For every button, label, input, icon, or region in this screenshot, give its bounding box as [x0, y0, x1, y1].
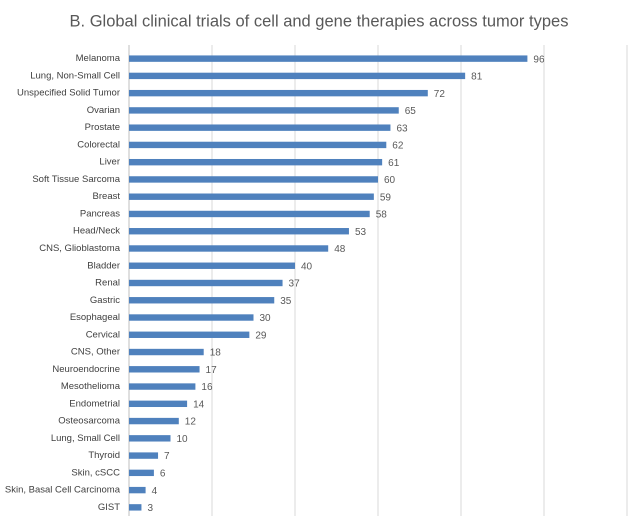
y-tick-label: Colorectal: [77, 139, 120, 150]
y-tick-label: Soft Tissue Sarcoma: [32, 174, 120, 185]
bar: [129, 176, 378, 183]
bar: [129, 55, 528, 62]
y-tick-label: GIST: [98, 502, 120, 513]
y-tick-label: Osteosarcoma: [58, 416, 120, 427]
y-tick-label: Liver: [99, 157, 120, 168]
bar: [129, 262, 295, 269]
bar: [129, 297, 275, 304]
y-tick-label: Renal: [95, 278, 120, 289]
bar: [129, 314, 254, 321]
value-label: 29: [255, 330, 267, 341]
y-tick-label: Thyroid: [88, 450, 120, 461]
y-tick-label: Pancreas: [80, 208, 120, 219]
value-label: 4: [152, 486, 158, 497]
value-label: 40: [301, 261, 313, 272]
value-label: 30: [260, 313, 272, 324]
y-tick-label: Mesothelioma: [61, 381, 121, 392]
bar: [129, 504, 142, 511]
chart-title: B. Global clinical trials of cell and ge…: [70, 12, 569, 30]
bar: [129, 400, 188, 408]
bar: [129, 89, 428, 97]
value-label: 10: [177, 434, 189, 445]
y-tick-label: Skin, cSCC: [71, 467, 120, 478]
bar: [129, 141, 387, 149]
bar: [129, 435, 171, 442]
y-tick-label: Ovarian: [87, 105, 120, 116]
y-tick-label: Melanoma: [76, 53, 121, 64]
bar: [129, 193, 374, 200]
value-label: 6: [160, 468, 166, 479]
bar: [129, 124, 391, 131]
value-label: 17: [206, 365, 218, 376]
value-label: 7: [164, 451, 170, 462]
bar: [129, 279, 283, 287]
y-tick-label: Breast: [93, 191, 121, 202]
value-label: 16: [201, 382, 213, 393]
bar: [129, 366, 200, 373]
value-label: 35: [280, 296, 292, 307]
value-label: 62: [392, 141, 404, 152]
value-label: 96: [533, 54, 545, 65]
y-tick-label: Unspecified Solid Tumor: [17, 88, 120, 99]
value-label: 12: [185, 417, 197, 428]
value-label: 48: [334, 244, 346, 255]
value-label: 72: [434, 89, 446, 100]
value-label: 3: [147, 503, 153, 514]
y-tick-label: Cervical: [86, 329, 120, 340]
value-label: 58: [376, 210, 388, 221]
value-label: 59: [380, 192, 392, 203]
bar: [129, 348, 204, 356]
bar: [129, 469, 154, 477]
bar: [129, 158, 383, 166]
y-tick-label: CNS, Glioblastoma: [39, 243, 120, 254]
bar: [129, 383, 196, 390]
y-tick-label: Neuroendocrine: [52, 364, 120, 375]
bar: [129, 107, 399, 114]
bar: [129, 486, 146, 494]
y-tick-label: Bladder: [87, 260, 120, 271]
y-tick-label: Skin, Basal Cell Carcinoma: [5, 485, 121, 496]
value-label: 81: [471, 72, 483, 83]
bar: [129, 210, 370, 218]
value-label: 53: [355, 227, 367, 238]
bar: [129, 331, 250, 338]
y-tick-label: Lung, Non-Small Cell: [30, 70, 120, 81]
value-label: 60: [384, 175, 396, 186]
value-label: 18: [210, 348, 222, 359]
bar: [129, 72, 466, 80]
bar: [129, 245, 329, 252]
y-tick-label: Prostate: [85, 122, 120, 133]
bar: [129, 452, 159, 459]
y-tick-label: CNS, Other: [71, 347, 120, 358]
y-tick-label: Esophageal: [70, 312, 120, 323]
y-tick-label: Endometrial: [69, 398, 120, 409]
value-label: 65: [405, 106, 417, 117]
bar: [129, 228, 349, 235]
y-tick-label: Head/Neck: [73, 226, 120, 237]
y-tick-label: Lung, Small Cell: [51, 433, 120, 444]
value-label: 63: [396, 123, 408, 134]
value-label: 37: [289, 279, 301, 290]
y-tick-label: Gastric: [90, 295, 120, 306]
value-label: 61: [388, 158, 400, 169]
value-label: 14: [193, 399, 205, 410]
bar: [129, 417, 179, 425]
